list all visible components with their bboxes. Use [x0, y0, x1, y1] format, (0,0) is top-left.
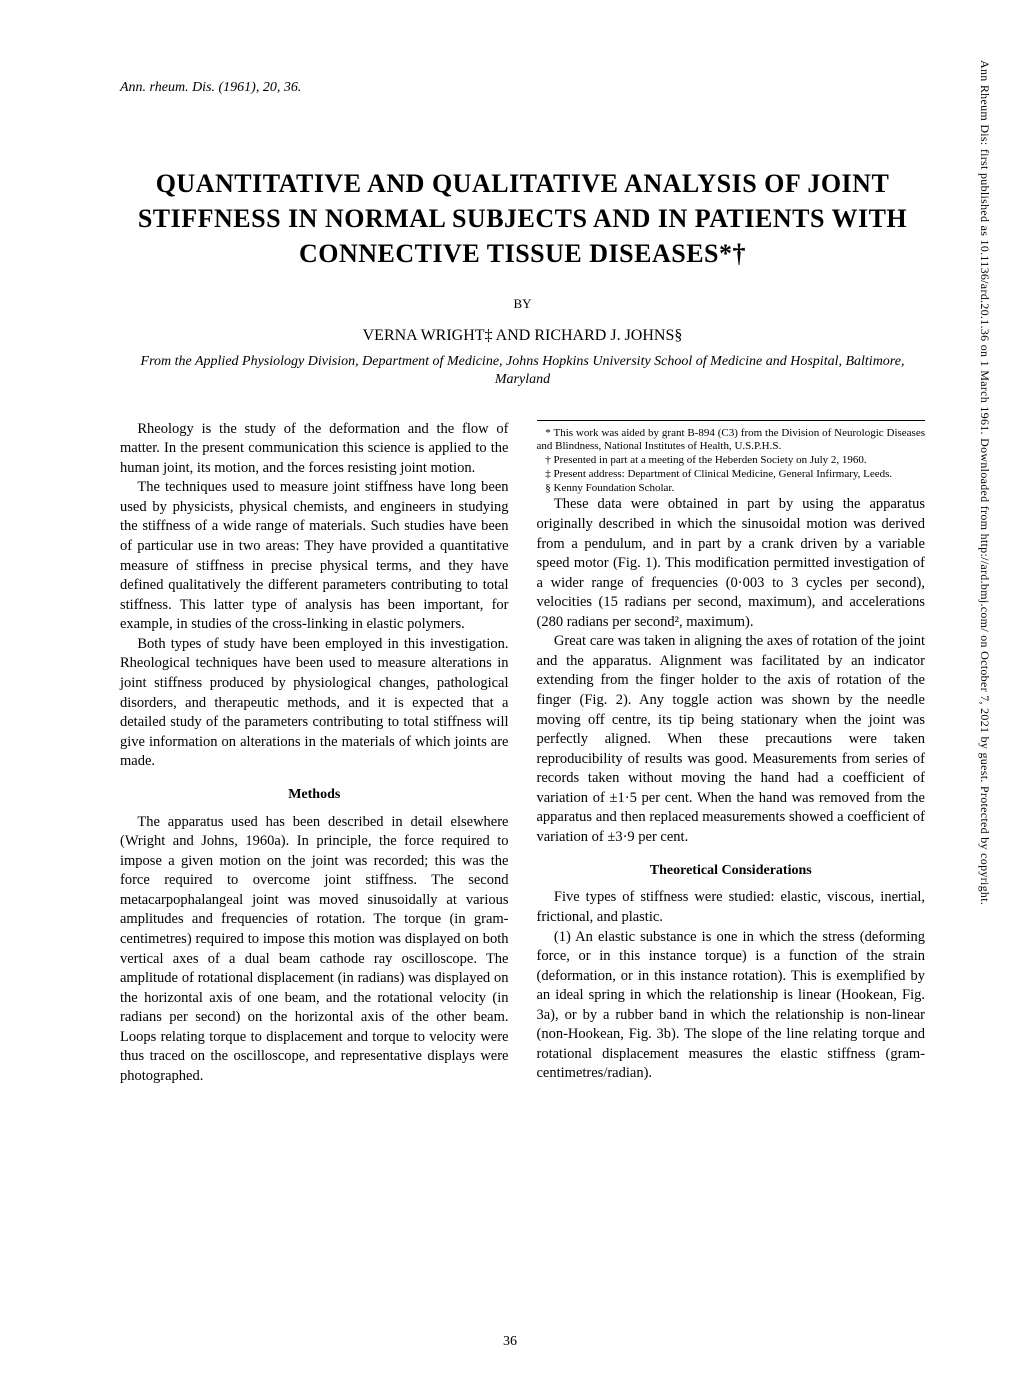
paragraph: Five types of stiffness were studied: el… [537, 888, 926, 927]
article-title: QUANTITATIVE AND QUALITATIVE ANALYSIS OF… [120, 166, 925, 271]
section-heading-theoretical: Theoretical Considerations [537, 862, 926, 881]
article-body: Rheology is the study of the deformation… [120, 420, 925, 1092]
journal-reference: Ann. rheum. Dis. (1961), 20, 36. [120, 80, 925, 96]
footnote: * This work was aided by grant B-894 (C3… [537, 427, 926, 455]
footnote: ‡ Present address: Department of Clinica… [537, 468, 926, 482]
paragraph: The apparatus used has been described in… [120, 813, 509, 1087]
paragraph: Both types of study have been employed i… [120, 635, 509, 772]
paragraph: Rheology is the study of the deformation… [120, 420, 509, 479]
footnote: † Presented in part at a meeting of the … [537, 454, 926, 468]
section-heading-methods: Methods [120, 786, 509, 805]
footnote: § Kenny Foundation Scholar. [537, 482, 926, 496]
paragraph: These data were obtained in part by usin… [537, 495, 926, 632]
affiliation: From the Applied Physiology Division, De… [120, 353, 925, 389]
watermark-side-text: Ann Rheum Dis: first published as 10.113… [977, 60, 992, 1340]
paragraph: Great care was taken in aligning the axe… [537, 632, 926, 847]
paragraph: (1) An elastic substance is one in which… [537, 928, 926, 1085]
footnotes-block: * This work was aided by grant B-894 (C3… [537, 420, 926, 496]
paragraph: The techniques used to measure joint sti… [120, 478, 509, 635]
authors: VERNA WRIGHT‡ AND RICHARD J. JOHNS§ [120, 327, 925, 345]
by-line: BY [120, 296, 925, 312]
page-number: 36 [503, 1334, 517, 1350]
